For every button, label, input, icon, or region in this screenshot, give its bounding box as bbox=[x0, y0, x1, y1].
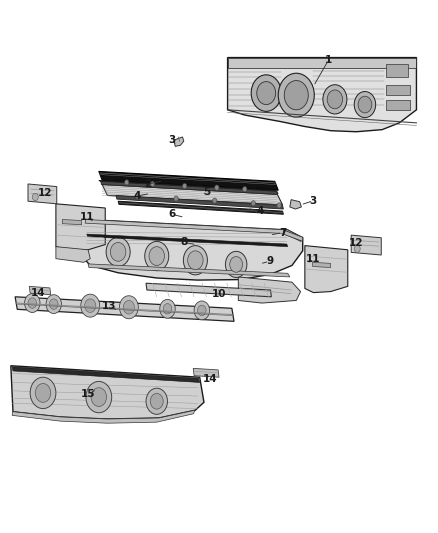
Circle shape bbox=[32, 193, 38, 201]
Circle shape bbox=[251, 201, 255, 206]
Circle shape bbox=[174, 196, 178, 201]
Polygon shape bbox=[116, 196, 283, 209]
Circle shape bbox=[25, 294, 40, 312]
Circle shape bbox=[327, 90, 343, 109]
Circle shape bbox=[277, 203, 281, 208]
Polygon shape bbox=[15, 297, 234, 321]
Polygon shape bbox=[99, 180, 278, 193]
Circle shape bbox=[187, 251, 203, 270]
Circle shape bbox=[160, 300, 175, 318]
Polygon shape bbox=[12, 367, 200, 383]
Circle shape bbox=[251, 75, 281, 111]
Circle shape bbox=[120, 296, 138, 319]
Circle shape bbox=[198, 305, 206, 316]
Circle shape bbox=[215, 185, 219, 190]
Bar bbox=[386, 64, 408, 77]
Bar bbox=[386, 100, 410, 110]
Polygon shape bbox=[28, 184, 57, 204]
Circle shape bbox=[35, 384, 51, 402]
Text: 2: 2 bbox=[145, 179, 152, 189]
Polygon shape bbox=[313, 262, 331, 268]
Polygon shape bbox=[305, 246, 348, 293]
Bar bbox=[386, 85, 410, 95]
Polygon shape bbox=[174, 137, 184, 147]
Polygon shape bbox=[283, 230, 303, 241]
Polygon shape bbox=[99, 172, 278, 190]
Polygon shape bbox=[56, 204, 105, 251]
Circle shape bbox=[85, 299, 96, 312]
Text: 10: 10 bbox=[212, 289, 226, 298]
Text: 1: 1 bbox=[325, 55, 332, 65]
Circle shape bbox=[46, 295, 61, 313]
Polygon shape bbox=[193, 368, 219, 377]
Circle shape bbox=[81, 294, 100, 317]
Circle shape bbox=[28, 298, 36, 308]
Circle shape bbox=[135, 194, 140, 199]
Circle shape bbox=[49, 299, 58, 309]
Text: 13: 13 bbox=[102, 301, 117, 311]
Text: 7: 7 bbox=[279, 228, 286, 238]
Polygon shape bbox=[101, 181, 277, 195]
Circle shape bbox=[183, 183, 187, 189]
Polygon shape bbox=[79, 220, 303, 280]
Circle shape bbox=[124, 180, 129, 185]
Text: 5: 5 bbox=[203, 187, 211, 197]
Circle shape bbox=[354, 92, 376, 118]
Polygon shape bbox=[56, 247, 90, 262]
Circle shape bbox=[354, 245, 360, 253]
Polygon shape bbox=[12, 410, 195, 423]
Text: 3: 3 bbox=[168, 135, 175, 145]
Text: 14: 14 bbox=[31, 288, 45, 297]
Polygon shape bbox=[29, 286, 51, 295]
Polygon shape bbox=[290, 200, 301, 209]
Circle shape bbox=[149, 247, 165, 265]
Polygon shape bbox=[85, 220, 303, 241]
Text: 4: 4 bbox=[256, 206, 264, 216]
Circle shape bbox=[358, 96, 372, 113]
Polygon shape bbox=[238, 277, 300, 303]
Text: 3: 3 bbox=[310, 196, 317, 206]
Text: 12: 12 bbox=[349, 238, 364, 248]
Circle shape bbox=[145, 241, 169, 271]
Text: 11: 11 bbox=[306, 254, 321, 264]
Circle shape bbox=[150, 181, 155, 187]
Text: 15: 15 bbox=[81, 390, 95, 399]
Circle shape bbox=[323, 85, 347, 114]
Circle shape bbox=[184, 246, 208, 275]
Text: 9: 9 bbox=[266, 256, 273, 266]
Polygon shape bbox=[88, 264, 290, 277]
Text: 11: 11 bbox=[80, 212, 94, 222]
Polygon shape bbox=[11, 366, 204, 419]
Polygon shape bbox=[102, 184, 283, 205]
Polygon shape bbox=[146, 283, 272, 297]
Circle shape bbox=[110, 243, 126, 261]
Circle shape bbox=[106, 237, 130, 266]
Circle shape bbox=[194, 301, 209, 320]
Circle shape bbox=[257, 82, 276, 104]
Polygon shape bbox=[228, 58, 417, 68]
Text: 12: 12 bbox=[38, 188, 53, 198]
Circle shape bbox=[163, 304, 172, 314]
Text: 6: 6 bbox=[168, 209, 175, 219]
Polygon shape bbox=[118, 201, 283, 214]
Circle shape bbox=[123, 301, 134, 314]
Circle shape bbox=[230, 256, 243, 272]
Circle shape bbox=[91, 387, 106, 407]
Text: 4: 4 bbox=[134, 191, 141, 201]
Polygon shape bbox=[62, 220, 81, 225]
Polygon shape bbox=[87, 234, 288, 247]
Circle shape bbox=[278, 73, 314, 117]
Polygon shape bbox=[351, 235, 381, 255]
Circle shape bbox=[146, 388, 167, 414]
Circle shape bbox=[150, 393, 163, 409]
Circle shape bbox=[243, 187, 247, 192]
Text: 8: 8 bbox=[180, 238, 187, 247]
Circle shape bbox=[30, 377, 56, 409]
Circle shape bbox=[212, 198, 217, 203]
Circle shape bbox=[284, 80, 308, 110]
Circle shape bbox=[86, 382, 112, 413]
Text: 14: 14 bbox=[203, 374, 218, 384]
Polygon shape bbox=[228, 58, 417, 132]
Circle shape bbox=[226, 252, 247, 278]
